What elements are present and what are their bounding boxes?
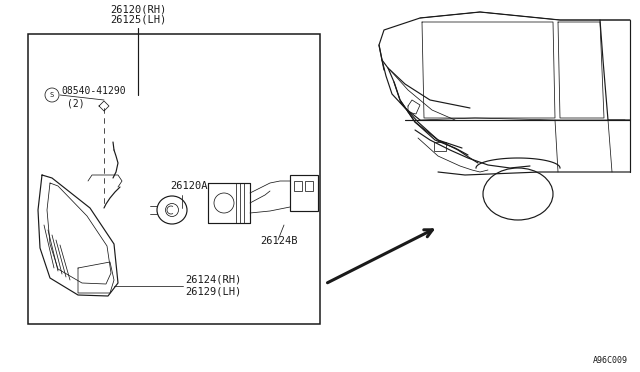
Text: 26125(LH): 26125(LH)	[110, 14, 166, 24]
Bar	[28, 34, 320, 324]
Bar	[290, 175, 318, 211]
Text: A96C009: A96C009	[593, 356, 628, 365]
Bar	[294, 181, 302, 191]
Text: S: S	[50, 92, 54, 98]
Text: (2): (2)	[67, 98, 84, 108]
Bar	[305, 181, 313, 191]
Text: 26120(RH): 26120(RH)	[110, 4, 166, 14]
Text: 08540-41290: 08540-41290	[61, 86, 125, 96]
Text: 26124(RH): 26124(RH)	[185, 275, 241, 285]
Text: 26124B: 26124B	[260, 236, 298, 246]
Bar	[434, 142, 446, 151]
Text: 26120A: 26120A	[170, 181, 207, 191]
Text: 26129(LH): 26129(LH)	[185, 287, 241, 297]
